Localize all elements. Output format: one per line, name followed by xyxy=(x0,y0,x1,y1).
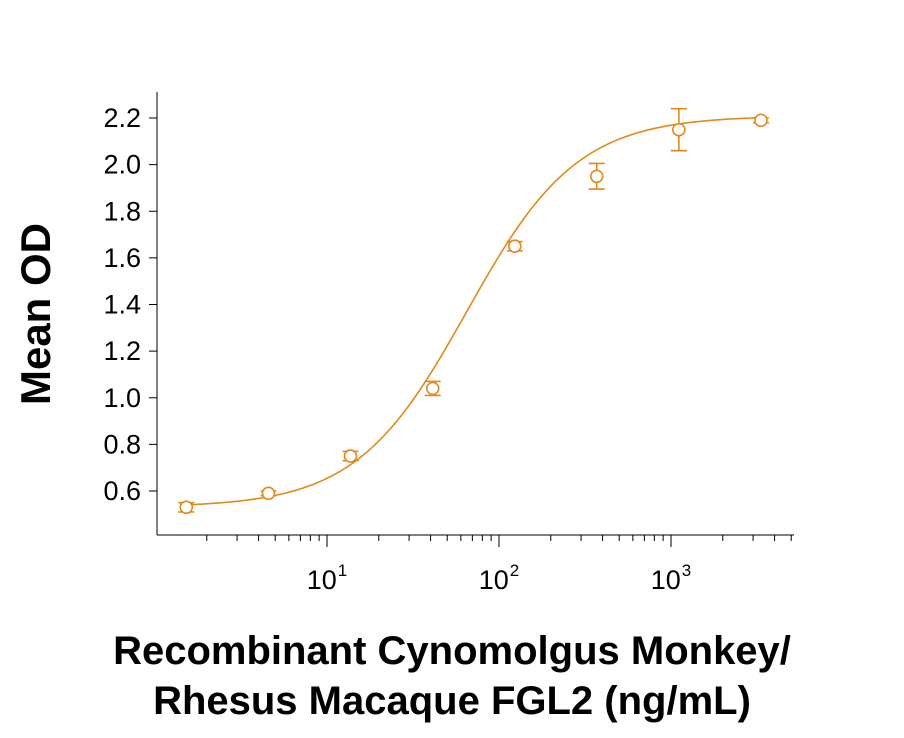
y-tick-label-6: 1.8 xyxy=(103,196,141,226)
data-point-7 xyxy=(754,113,768,128)
y-tick-label-3: 1.2 xyxy=(103,336,141,366)
y-tick-label-1: 0.8 xyxy=(103,429,141,459)
y-tick-label-8: 2.2 xyxy=(103,103,141,133)
x-axis-label-line1: Recombinant Cynomolgus Monkey/ xyxy=(113,629,791,673)
data-point-4 xyxy=(507,239,522,254)
chart-svg: 0.6 0.8 1.0 1.2 1.4 1.6 1.8 2.0 2.2 101 102 103 Me… xyxy=(12,92,794,595)
x-tick-label-0: 101 xyxy=(307,561,348,595)
y-tick-label-2: 1.0 xyxy=(103,383,141,413)
x-axis-label-line2: Rhesus Macaque FGL2 (ng/mL) xyxy=(153,679,751,723)
data-point-6 xyxy=(672,122,686,137)
fit-curve xyxy=(186,116,761,506)
x-ticks: 101 102 103 xyxy=(206,535,792,595)
x-tick-label-1: 102 xyxy=(479,561,520,595)
data-point-0 xyxy=(179,500,194,515)
data-points xyxy=(178,107,769,515)
y-tick-label-0: 0.6 xyxy=(103,476,141,506)
data-point-2 xyxy=(343,449,358,463)
data-point-3 xyxy=(425,381,440,396)
data-point-1 xyxy=(261,486,276,501)
y-tick-label-4: 1.4 xyxy=(103,290,141,320)
x-tick-label-2: 103 xyxy=(651,561,692,595)
axes xyxy=(156,92,794,536)
y-tick-label-5: 1.6 xyxy=(103,243,141,273)
y-tick-label-7: 2.0 xyxy=(103,150,141,180)
y-ticks: 0.6 0.8 1.0 1.2 1.4 1.6 1.8 2.0 2.2 xyxy=(103,103,157,506)
y-axis-label: Mean OD xyxy=(12,223,59,405)
data-point-5 xyxy=(589,169,604,184)
